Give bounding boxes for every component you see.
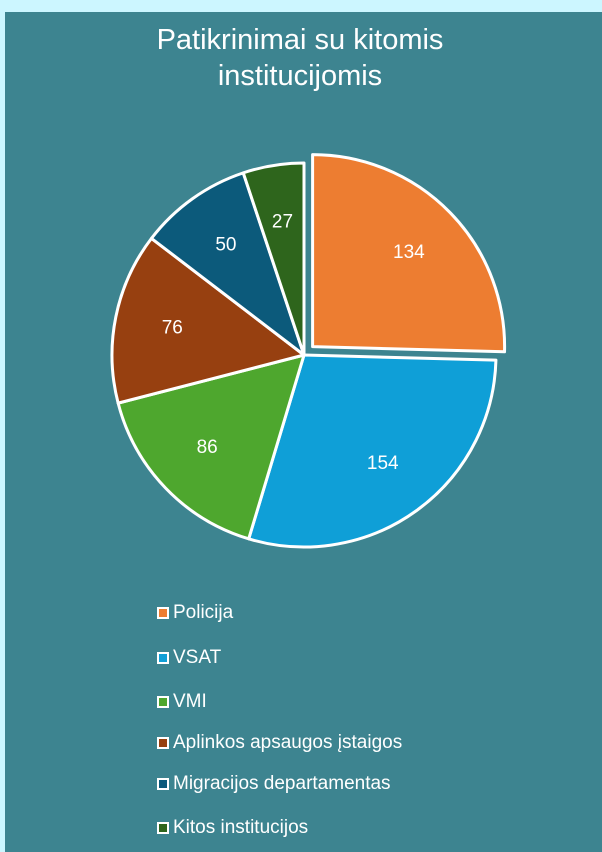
- pie-slice: [116, 353, 306, 541]
- pie-slice: [247, 353, 498, 549]
- legend-label: Aplinkos apsaugos įstaigos: [173, 732, 402, 753]
- pie-slice: [311, 153, 507, 354]
- pie-slice: [110, 236, 306, 405]
- legend-label: Migracijos departamentas: [173, 773, 391, 794]
- data-label: 86: [197, 437, 218, 458]
- pie-slice: [241, 161, 306, 357]
- legend-marker: [157, 696, 169, 708]
- legend-label: Kitos institucijos: [173, 817, 308, 838]
- data-label: 134: [393, 242, 425, 263]
- legend-marker: [157, 607, 169, 619]
- legend-marker: [157, 652, 169, 664]
- legend-label: VSAT: [173, 647, 222, 668]
- data-label: 76: [162, 317, 183, 338]
- legend-marker: [157, 822, 169, 834]
- data-label: 27: [272, 211, 293, 232]
- pie-slice: [149, 171, 306, 357]
- data-label: 50: [215, 235, 236, 256]
- legend-label: Policija: [173, 602, 234, 623]
- legend-label: VMI: [173, 691, 207, 712]
- legend-marker: [157, 778, 169, 790]
- legend-marker: [157, 737, 169, 749]
- data-label: 154: [367, 453, 399, 474]
- chart-title: Patikrinimai su kitomis institucijomis: [156, 24, 444, 92]
